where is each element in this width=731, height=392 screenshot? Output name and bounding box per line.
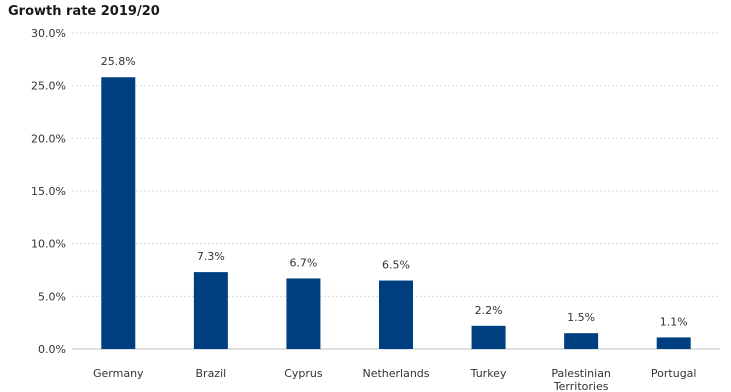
data-label: 25.8% xyxy=(101,55,136,68)
data-label: 2.2% xyxy=(475,304,503,317)
data-label: 6.5% xyxy=(382,259,410,272)
data-label: 7.3% xyxy=(197,250,225,263)
x-tick-label: Portugal xyxy=(651,367,697,380)
data-label: 1.1% xyxy=(660,315,688,328)
x-tick-label: Palestinian Territories xyxy=(551,367,611,392)
y-tick-label: 15.0% xyxy=(31,185,66,198)
x-tick-label: Brazil xyxy=(196,367,227,380)
bar xyxy=(101,77,136,350)
bar xyxy=(471,325,506,349)
bar xyxy=(379,280,413,349)
data-label: 1.5% xyxy=(567,311,595,324)
y-tick-label: 30.0% xyxy=(31,27,66,40)
x-tick-label: Netherlands xyxy=(362,367,429,380)
bar xyxy=(193,272,228,349)
x-tick-label: Cyprus xyxy=(284,367,323,380)
y-tick-label: 10.0% xyxy=(31,238,66,251)
bar xyxy=(564,333,599,349)
y-tick-label: 0.0% xyxy=(38,343,66,356)
bar xyxy=(286,278,321,349)
y-tick-label: 5.0% xyxy=(38,290,66,303)
x-tick-label: Germany xyxy=(93,367,144,380)
data-label: 6.7% xyxy=(289,256,317,269)
y-tick-label: 25.0% xyxy=(31,80,66,93)
x-tick-label: Turkey xyxy=(470,367,507,380)
chart-title: Growth rate 2019/20 xyxy=(8,4,160,19)
bar xyxy=(656,337,691,349)
y-tick-label: 20.0% xyxy=(31,132,66,145)
